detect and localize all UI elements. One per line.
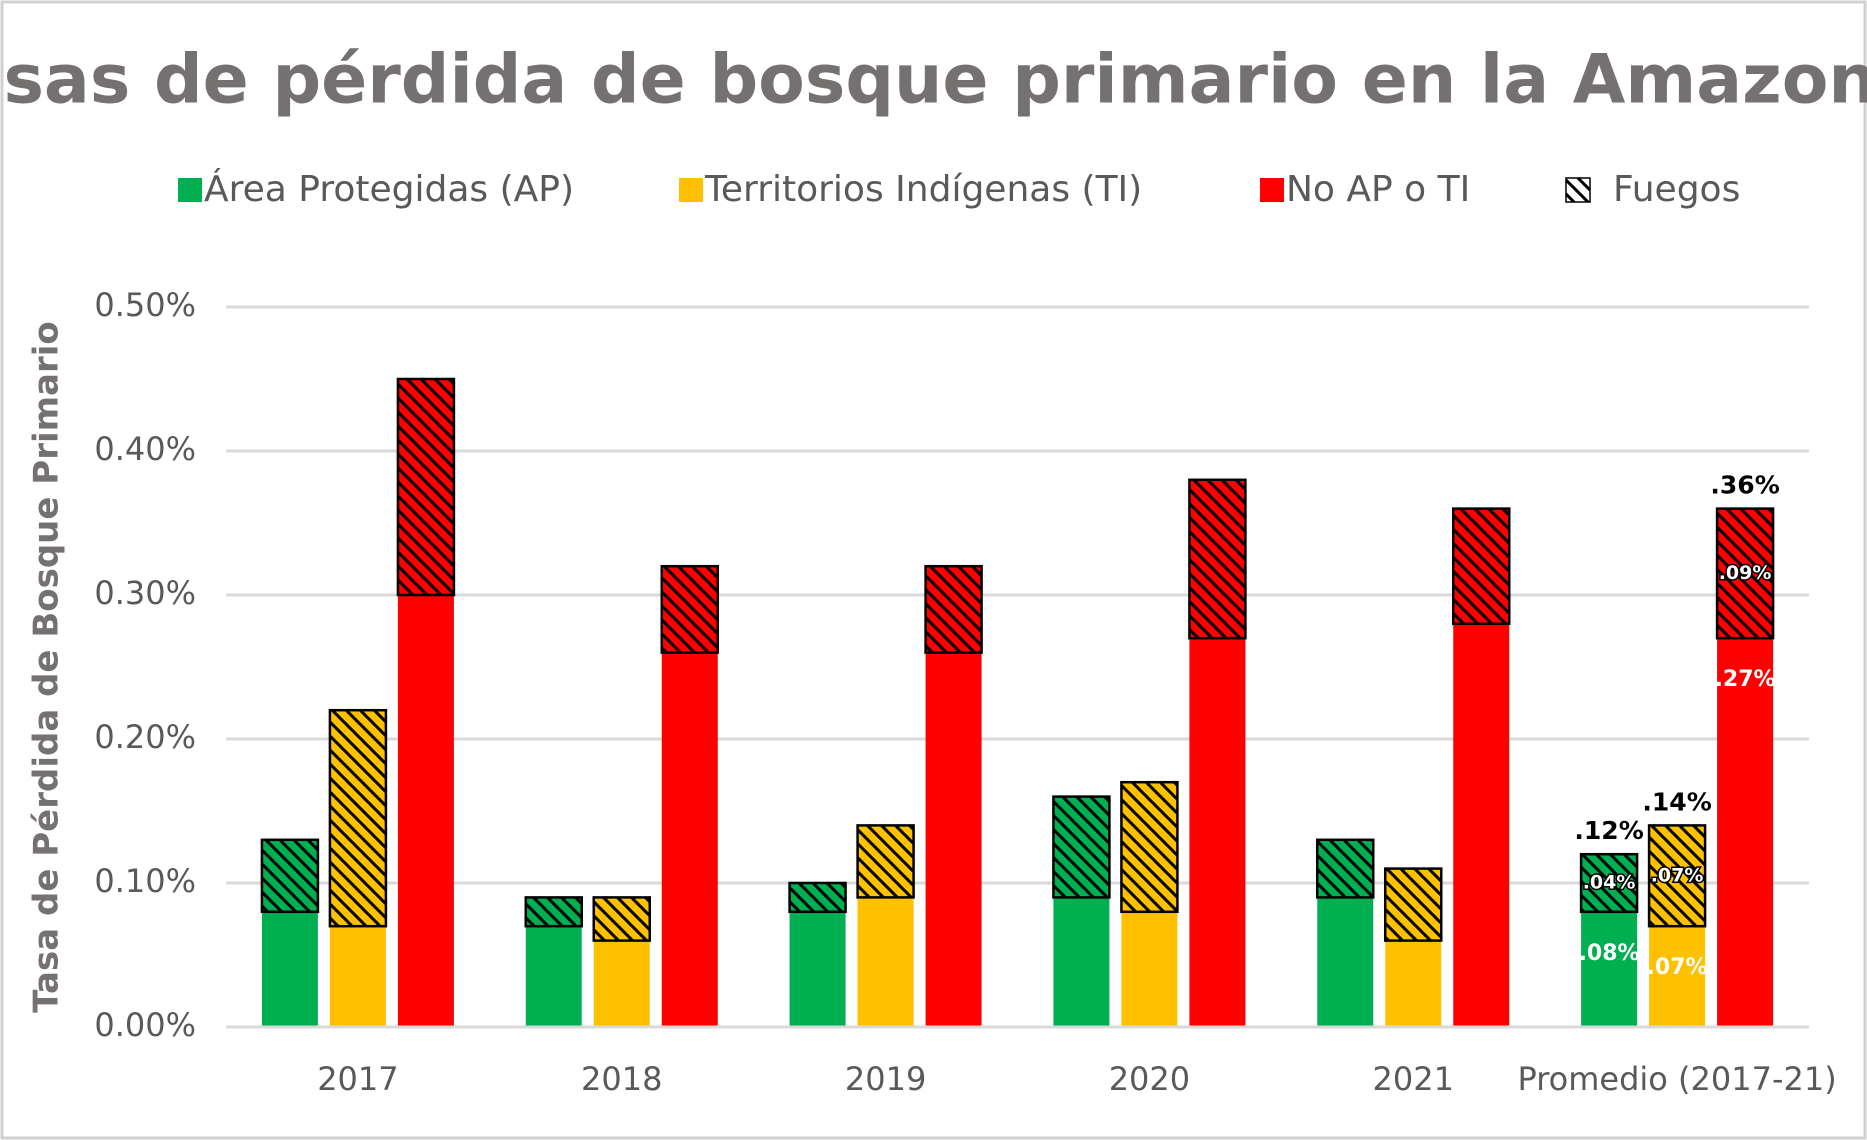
data-label: .04% [1583, 872, 1636, 894]
bar [1717, 638, 1774, 1027]
legend-label: No AP o TI [1286, 169, 1470, 210]
y-tick-label: 0.10% [94, 862, 196, 900]
legend-label: Área Protegidas (AP) [204, 168, 574, 210]
bar [525, 926, 582, 1027]
y-axis-title: Tasa de Pérdida de Bosque Primario [27, 321, 67, 1013]
fire-bar [1120, 780, 1179, 914]
total-label: .36% [1710, 471, 1779, 500]
total-label: .12% [1574, 816, 1643, 845]
fire-bar [1316, 838, 1375, 899]
legend-swatch [178, 178, 202, 202]
legend-label: Territorios Indígenas (TI) [704, 169, 1142, 210]
bar [925, 652, 982, 1027]
bar [261, 911, 318, 1027]
fire-bar [1647, 824, 1707, 928]
bar [329, 926, 386, 1027]
fire-bar [1452, 507, 1511, 626]
legend-swatch [1565, 177, 1591, 203]
bar [1189, 638, 1246, 1027]
total-label: .14% [1642, 787, 1711, 816]
legend-swatch [1260, 178, 1284, 202]
fire-bar [524, 896, 583, 928]
fire-bar [592, 896, 651, 942]
x-tick-label: 2019 [845, 1060, 926, 1098]
legend-swatch [679, 178, 703, 202]
bar [1317, 897, 1374, 1027]
y-tick-label: 0.40% [94, 430, 196, 468]
bar [857, 897, 914, 1027]
x-tick-label: Promedio (2017-21) [1517, 1060, 1836, 1098]
data-label: .08% [1579, 941, 1640, 966]
fire-bar [1384, 867, 1443, 942]
x-tick-label: 2017 [317, 1060, 398, 1098]
bar [1385, 940, 1442, 1027]
x-tick-label: 2020 [1109, 1060, 1190, 1098]
bar [1121, 911, 1178, 1027]
bar [1053, 897, 1110, 1027]
fire-bar [1052, 795, 1111, 899]
y-tick-label: 0.20% [94, 718, 196, 756]
y-tick-label: 0.50% [94, 286, 196, 324]
data-label: .07% [1651, 864, 1704, 886]
chart-title: Tasas de pérdida de bosque primario en l… [0, 41, 1867, 120]
fire-bar [856, 824, 915, 899]
bar [789, 911, 846, 1027]
bar [661, 652, 718, 1027]
fire-bar [260, 838, 320, 914]
y-tick-label: 0.00% [94, 1006, 196, 1044]
bar [397, 595, 454, 1027]
x-tick-label: 2018 [581, 1060, 662, 1098]
fire-bar [1715, 507, 1775, 640]
bar [593, 940, 650, 1027]
data-label: .27% [1715, 667, 1776, 692]
fire-bar [788, 881, 847, 914]
y-tick-label: 0.30% [94, 574, 196, 612]
fire-bar [328, 708, 388, 928]
fire-bar [396, 377, 456, 597]
fire-bar [660, 564, 719, 654]
legend-label: Fuegos [1613, 169, 1740, 210]
fire-bar [1579, 852, 1639, 914]
data-label: .07% [1647, 955, 1708, 980]
x-tick-label: 2021 [1373, 1060, 1454, 1098]
bar [1649, 926, 1706, 1027]
bar [1581, 911, 1638, 1027]
data-label: .09% [1719, 562, 1772, 584]
fire-bar [924, 564, 983, 654]
fire-bar [1188, 478, 1247, 640]
bar [1453, 623, 1510, 1027]
